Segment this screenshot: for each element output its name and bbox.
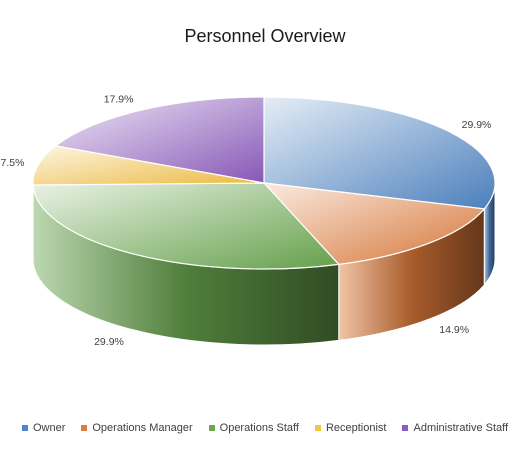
pie-slice-receptionist [32,145,265,186]
chart-title: Personnel Overview [184,26,346,46]
data-label-operations-staff: 29.9% [94,336,124,348]
data-label-owner: 29.9% [462,119,492,131]
legend: Owner Operations Manager Operations Staff R… [0,422,530,434]
legend-item: Operations Manager [81,422,193,434]
data-label-operations-manager: 14.9% [439,324,469,336]
data-label-administrative-staff: 17.9% [104,93,134,105]
legend-item: Administrative Staff [402,422,508,434]
legend-label: Operations Manager [92,422,193,434]
legend-swatch [208,425,215,431]
legend-item: Receptionist [314,422,387,434]
legend-swatch [81,425,88,431]
legend-swatch [402,425,409,431]
legend-item: Operations Staff [208,422,299,434]
legend-label: Owner [32,422,66,434]
legend-label: Operations Staff [219,422,299,434]
legend-swatch [314,425,321,431]
legend-label: Receptionist [325,422,387,434]
legend-item: Owner [21,422,66,434]
pie-slice-owner [263,96,496,210]
legend-swatch [21,425,28,431]
pie-slice-operations-manager [262,182,486,266]
data-label-receptionist: 7.5% [1,157,25,169]
legend-label: Administrative Staff [413,422,509,434]
pie-slice-operations-staff [32,182,340,270]
pie-slice-administrative-staff [54,96,265,184]
